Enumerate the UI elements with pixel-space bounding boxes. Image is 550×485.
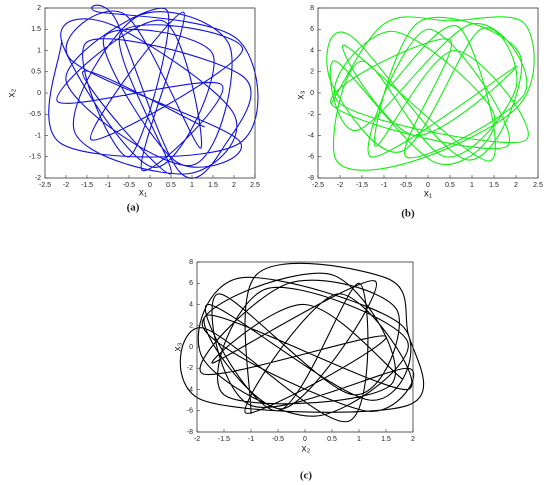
y-tick-label: -6: [187, 408, 193, 415]
x-tick-label: 2: [514, 182, 518, 189]
x-tick-label: -0.5: [123, 182, 135, 189]
y-tick-label: 2: [310, 69, 314, 76]
y-tick-label: -4: [308, 132, 314, 139]
x-tick-label: 1.5: [208, 182, 218, 189]
y-tick-label: 0: [189, 344, 193, 351]
y-tick-label: 6: [189, 280, 193, 287]
x-tick-label: -2: [63, 182, 69, 189]
x-tick-label: 1: [357, 436, 361, 443]
x-tick-label: -0.5: [272, 436, 284, 443]
trajectory: [48, 4, 259, 179]
x-tick-label: -2: [337, 182, 343, 189]
x-tick-label: -1: [381, 182, 387, 189]
x-tick-label: -2.5: [312, 182, 324, 189]
trajectory: [179, 262, 425, 422]
y-tick-label: 6: [310, 26, 314, 33]
trajectory: [326, 16, 535, 171]
y-tick-label: -1.5: [29, 154, 41, 161]
x-tick-label: -0.5: [400, 182, 412, 189]
x-tick-label: 1: [470, 182, 474, 189]
x-tick-label: -1.5: [218, 436, 230, 443]
x-tick-label: -2: [194, 436, 200, 443]
x-tick-label: 0.5: [166, 182, 176, 189]
y-tick-label: -0.5: [29, 111, 41, 118]
x-tick-label: 0.5: [445, 182, 455, 189]
y-tick-label: -2: [35, 175, 41, 182]
axes-box: [317, 7, 539, 179]
y-tick-label: 0.5: [31, 69, 41, 76]
x-tick-label: 0: [426, 182, 430, 189]
y-tick-label: 1.5: [31, 26, 41, 33]
y-tick-label: 1: [37, 47, 41, 54]
x-tick-label: -1: [248, 436, 254, 443]
x-tick-label: -1.5: [81, 182, 93, 189]
x-axis-label: x₂: [302, 444, 311, 455]
x-tick-label: -2.5: [39, 182, 51, 189]
y-tick-label: -8: [187, 429, 193, 436]
x-tick-label: 0: [148, 182, 152, 189]
x-tick-label: 0.5: [327, 436, 337, 443]
y-tick-label: 2: [37, 5, 41, 12]
y-tick-label: -8: [308, 175, 314, 182]
x-tick-label: 2.5: [250, 182, 260, 189]
x-tick-label: 2: [411, 436, 415, 443]
y-tick-label: 8: [189, 259, 193, 266]
y-tick-label: -1: [35, 132, 41, 139]
x-tick-label: 2.5: [533, 182, 543, 189]
x-tick-label: 1.5: [381, 436, 391, 443]
y-tick-label: 2: [189, 323, 193, 330]
x-tick-label: -1.5: [356, 182, 368, 189]
y-tick-label: 8: [310, 5, 314, 12]
x-tick-label: 1.5: [489, 182, 499, 189]
y-tick-label: 0: [37, 90, 41, 97]
panel-label: (a): [127, 202, 140, 214]
panel-label: (c): [300, 470, 313, 482]
x-tick-label: 2: [232, 182, 236, 189]
y-tick-label: 4: [189, 301, 193, 308]
y-axis-label: x₃: [173, 342, 184, 351]
y-axis-label: x₃: [296, 90, 307, 99]
panel-label: (b): [401, 208, 415, 220]
y-tick-label: -2: [308, 111, 314, 118]
y-tick-label: -4: [187, 386, 193, 393]
y-tick-label: -2: [187, 365, 193, 372]
x-tick-label: 0: [303, 436, 307, 443]
y-tick-label: 0: [310, 90, 314, 97]
y-tick-label: -6: [308, 154, 314, 161]
y-tick-label: 4: [310, 47, 314, 54]
x-axis-label: x₁: [139, 188, 148, 199]
x-tick-label: 1: [190, 182, 194, 189]
y-axis-label: x₂: [7, 88, 18, 97]
x-axis-label: x₁: [424, 189, 433, 200]
x-tick-label: -1: [105, 182, 111, 189]
